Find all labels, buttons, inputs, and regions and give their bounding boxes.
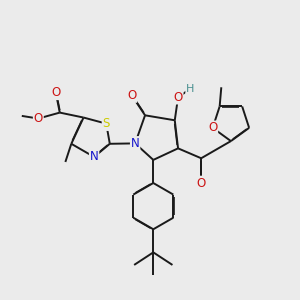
Text: N: N <box>131 137 140 150</box>
Text: O: O <box>51 86 60 99</box>
Text: O: O <box>127 89 136 102</box>
Text: O: O <box>196 176 206 190</box>
Text: O: O <box>173 91 183 104</box>
Text: N: N <box>90 151 98 164</box>
Text: S: S <box>103 117 110 130</box>
Text: O: O <box>208 121 217 134</box>
Text: H: H <box>186 84 194 94</box>
Text: O: O <box>34 112 43 125</box>
